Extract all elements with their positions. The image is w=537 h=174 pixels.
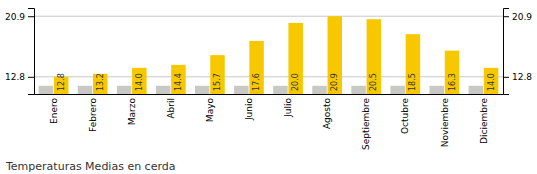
data-label: 14.0: [135, 73, 144, 91]
chart: 12.8 13.2 14.0 14.4 15.7 17.6 20.0 20.9 20.5 18.5…: [0, 0, 537, 174]
x-tick-label: Octubre: [400, 98, 410, 134]
bar: [351, 86, 365, 94]
bar: [390, 86, 404, 94]
x-tick-label: Marzo: [127, 98, 137, 126]
bar: [445, 51, 459, 94]
data-label: 20.9: [330, 73, 339, 91]
data-label: 14.0: [487, 73, 496, 91]
bar: [249, 41, 263, 94]
chart-container: 12.8 13.2 14.0 14.4 15.7 17.6 20.0 20.9 20.5 18.5…: [0, 0, 537, 174]
x-axis-line: [35, 94, 504, 95]
y2-tick: 12.8: [503, 72, 532, 82]
x-tick-label: Diciembre: [479, 98, 489, 144]
x-tick-label: Enero: [49, 98, 59, 124]
bar: [367, 19, 381, 94]
bar: [484, 68, 498, 94]
bar: [39, 86, 53, 94]
x-axis: Enero Febrero Marzo Abril Mayo Junio Julio Agos…: [35, 95, 504, 151]
data-labels: 12.8 13.2 14.0 14.4 15.7 17.6 20.0 20.9 20.5 18.5…: [57, 73, 496, 91]
y-tick: 20.9: [5, 12, 34, 22]
y-axis-line: [28, 9, 35, 95]
bar: [78, 86, 92, 94]
data-label: 15.7: [213, 73, 222, 91]
y-tick-mark: [28, 77, 34, 78]
x-tick: Enero: [49, 98, 59, 124]
x-tick-label: Mayo: [205, 98, 215, 123]
grid: [34, 16, 503, 77]
bar: [328, 16, 342, 94]
x-tick: Agosto: [322, 98, 332, 130]
bar: [132, 68, 146, 94]
data-label: 20.5: [369, 73, 378, 91]
y-tick-label: 12.8: [5, 72, 25, 82]
x-tick: Octubre: [400, 98, 410, 134]
x-tick-label: Agosto: [322, 98, 332, 130]
x-tick-label: Septiembre: [361, 98, 371, 151]
y-axis: 12.8 20.9: [5, 9, 35, 95]
x-tick-label: Junio: [244, 98, 254, 122]
y2-axis-line: [504, 9, 510, 95]
x-tick: Junio: [244, 98, 254, 122]
x-tick: Julio: [283, 98, 293, 118]
bar: [234, 86, 248, 94]
x-tick-label: Noviembre: [440, 98, 450, 148]
y2-tick-mark: [503, 16, 509, 17]
y-tick-mark: [28, 16, 34, 17]
y2-axis: 12.8 20.9: [503, 9, 532, 95]
y2-tick-label: 20.9: [512, 12, 532, 22]
title: Temperaturas Medias en cerda: [5, 160, 176, 173]
bar: [195, 86, 209, 94]
bar: [210, 55, 224, 94]
x-tick: Marzo: [127, 98, 137, 126]
bar: [156, 86, 170, 94]
data-label: 18.5: [408, 73, 417, 91]
y-tick-label: 20.9: [5, 12, 25, 22]
bar-series: [54, 16, 498, 94]
bar: [469, 86, 483, 94]
x-tick: Febrero: [88, 98, 98, 132]
bar: [273, 86, 287, 94]
y2-tick: 20.9: [503, 12, 532, 22]
x-tick: Septiembre: [361, 98, 371, 151]
bar: [312, 86, 326, 94]
x-tick: Noviembre: [440, 98, 450, 148]
x-tick-label: Julio: [283, 98, 293, 118]
x-tick-label: Abril: [166, 98, 176, 119]
data-label: 12.8: [57, 73, 66, 91]
data-label: 16.3: [448, 73, 457, 91]
data-label: 17.6: [252, 73, 261, 91]
y2-tick-mark: [503, 77, 509, 78]
data-label: 14.4: [174, 73, 183, 91]
x-tick-label: Febrero: [88, 98, 98, 132]
grid-line: [34, 16, 503, 17]
y2-tick-label: 12.8: [512, 72, 532, 82]
bar: [171, 65, 185, 94]
plot-area: [39, 16, 499, 94]
y-tick: 12.8: [5, 72, 34, 82]
data-label: 13.2: [96, 73, 105, 91]
bar: [430, 86, 444, 94]
bar: [93, 74, 107, 94]
bar: [117, 86, 131, 94]
data-label: 20.0: [291, 73, 300, 91]
x-tick: Mayo: [205, 98, 215, 123]
bar: [406, 34, 420, 94]
bar: [288, 23, 302, 94]
x-tick: Abril: [166, 98, 176, 119]
x-tick: Diciembre: [479, 98, 489, 144]
